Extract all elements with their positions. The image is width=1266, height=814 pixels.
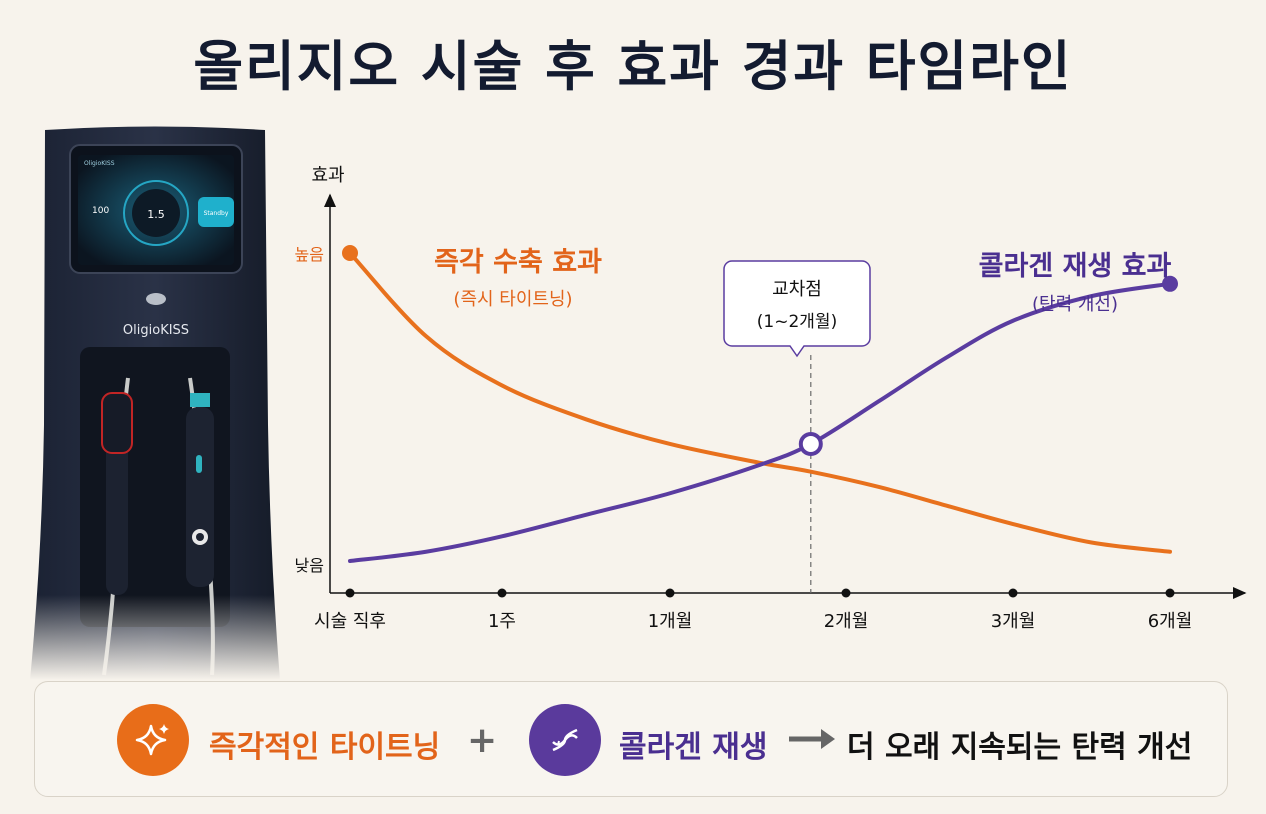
x-tick-mark xyxy=(345,588,355,598)
sparkle-icon xyxy=(117,704,189,776)
series-end-dot-collagen xyxy=(1162,275,1178,292)
plus-icon: + xyxy=(467,720,498,761)
y-tick-low: 낮음 xyxy=(295,556,324,575)
page-title: 올리지오 시술 후 효과 경과 타임라인 xyxy=(193,35,1073,98)
x-tick-mark xyxy=(841,588,851,598)
screen-left-value: 100 xyxy=(92,206,109,216)
callout-subtitle: (1~2개월) xyxy=(757,312,837,332)
x-tick-label: 2개월 xyxy=(824,611,869,632)
x-tick-mark xyxy=(1165,588,1175,598)
callout-title: 교차점 xyxy=(772,279,822,300)
screen-status: Standby xyxy=(204,210,229,217)
device-brand: OligioKISS xyxy=(123,323,189,338)
device-image: OligioKISS 1.5 100 Standby OligioKISS xyxy=(30,125,280,680)
summary-immediate-tightening: 즉각적인 타이트닝 xyxy=(209,730,441,765)
series-label-immediate: 즉각 수축 효과 xyxy=(434,247,602,278)
x-tick-mark xyxy=(665,588,675,598)
arrow-right-icon xyxy=(789,729,835,749)
summary-bar: 즉각적인 타이트닝 + 콜라겐 재생 더 오래 지속되는 탄력 개선 xyxy=(34,681,1228,797)
x-tick-label: 6개월 xyxy=(1148,611,1193,632)
series-label-collagen: 콜라겐 재생 효과 xyxy=(979,251,1172,282)
crossover-callout: 교차점 (1~2개월) xyxy=(723,260,871,358)
series-start-dot-immediate xyxy=(342,245,358,261)
series-sublabel-collagen: (탄력 개선) xyxy=(1032,294,1118,315)
series-sublabel-immediate: (즉시 타이트닝) xyxy=(453,289,572,310)
y-axis-label: 효과 xyxy=(311,165,344,186)
screen-center-value: 1.5 xyxy=(147,208,165,221)
x-tick-mark xyxy=(497,588,507,598)
dna-icon xyxy=(529,704,601,776)
x-tick-label: 3개월 xyxy=(991,611,1036,632)
crossover-point xyxy=(798,431,823,456)
effect-timeline-chart: 효과 높음 낮음 교차점 (1~2개월) 즉각 수축 효과 (즉시 타이트닝) … xyxy=(280,155,1266,655)
x-tick-mark xyxy=(1008,588,1018,598)
summary-collagen: 콜라겐 재생 xyxy=(619,730,768,765)
x-tick-label: 1주 xyxy=(488,611,516,632)
screen-logo: OligioKISS xyxy=(84,160,115,167)
series-line-collagen xyxy=(348,281,1172,563)
summary-result: 더 오래 지속되는 탄력 개선 xyxy=(847,730,1193,765)
y-tick-high: 높음 xyxy=(295,245,324,264)
x-tick-label: 시술 직후 xyxy=(314,611,386,632)
x-tick-label: 1개월 xyxy=(648,611,693,632)
